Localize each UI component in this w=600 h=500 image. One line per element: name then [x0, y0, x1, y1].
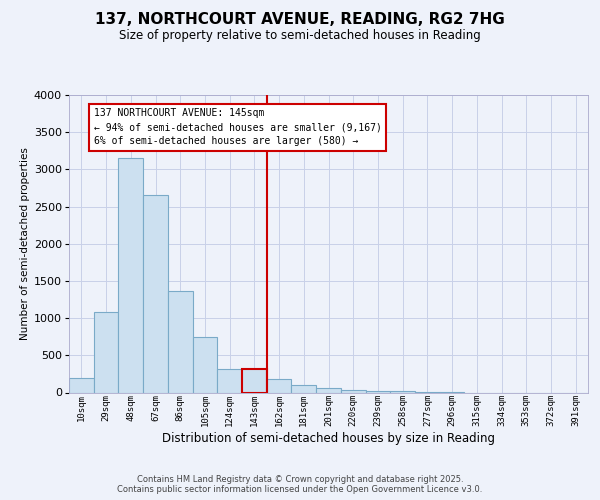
- Bar: [267, 380, 292, 392]
- Text: Contains HM Land Registry data © Crown copyright and database right 2025.
Contai: Contains HM Land Registry data © Crown c…: [118, 474, 482, 494]
- Bar: [341, 390, 365, 392]
- Bar: [94, 312, 118, 392]
- Text: 137, NORTHCOURT AVENUE, READING, RG2 7HG: 137, NORTHCOURT AVENUE, READING, RG2 7HG: [95, 12, 505, 28]
- Text: Size of property relative to semi-detached houses in Reading: Size of property relative to semi-detach…: [119, 28, 481, 42]
- Bar: [143, 196, 168, 392]
- Text: 137 NORTHCOURT AVENUE: 145sqm
← 94% of semi-detached houses are smaller (9,167)
: 137 NORTHCOURT AVENUE: 145sqm ← 94% of s…: [94, 108, 382, 146]
- Bar: [242, 368, 267, 392]
- Bar: [292, 385, 316, 392]
- Bar: [217, 368, 242, 392]
- Bar: [316, 388, 341, 392]
- Bar: [365, 390, 390, 392]
- Bar: [69, 378, 94, 392]
- Y-axis label: Number of semi-detached properties: Number of semi-detached properties: [20, 148, 30, 340]
- Bar: [168, 290, 193, 392]
- Bar: [193, 338, 217, 392]
- X-axis label: Distribution of semi-detached houses by size in Reading: Distribution of semi-detached houses by …: [162, 432, 495, 444]
- Bar: [118, 158, 143, 392]
